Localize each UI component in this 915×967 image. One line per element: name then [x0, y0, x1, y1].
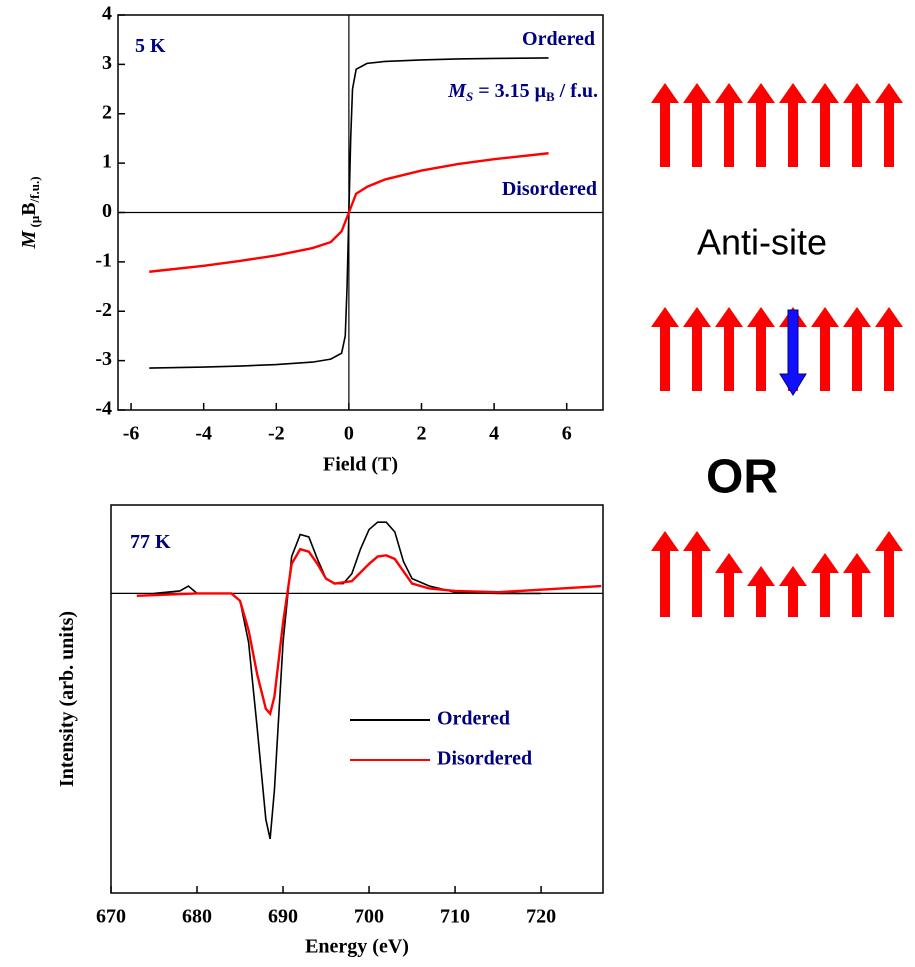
annotation: Ordered [522, 28, 595, 50]
arrow [715, 553, 743, 617]
y-tick-label: 4 [102, 3, 112, 25]
x-tick-label: 680 [182, 906, 212, 928]
text-part: B [18, 202, 40, 215]
subscript: B [546, 89, 555, 104]
data-line [153, 521, 542, 840]
annotation: 77 K [130, 531, 171, 553]
arrow [715, 83, 743, 167]
y-axis-label: Intensity (arb. units) [56, 611, 78, 787]
text-part: Intensity (arb. units) [56, 611, 78, 787]
x-tick-label: 6 [562, 423, 572, 445]
y-tick-label: -4 [95, 398, 112, 420]
subscript: /f.u.) [27, 176, 42, 203]
y-tick-label: -2 [95, 299, 112, 321]
x-tick-label: 0 [344, 423, 354, 445]
arrow [747, 83, 775, 167]
legend-label: Disordered [437, 748, 532, 770]
arrow [779, 83, 807, 167]
arrow [811, 307, 839, 391]
arrow [843, 553, 871, 617]
arrow [875, 531, 903, 617]
x-tick-label: -2 [268, 423, 285, 445]
arrow-flipped [779, 309, 807, 396]
arrow [651, 307, 679, 391]
x-tick-label: -4 [195, 423, 212, 445]
arrow [747, 566, 775, 617]
annotation: MS = 3.15 μB / f.u. [447, 80, 598, 104]
y-tick-label: 0 [102, 200, 112, 222]
annotation: 5 K [135, 35, 166, 57]
arrow [651, 83, 679, 167]
x-tick-label: 4 [489, 423, 499, 445]
x-tick-label: 720 [526, 906, 556, 928]
x-tick-label: 710 [440, 906, 470, 928]
y-tick-label: 1 [102, 151, 112, 173]
annotation: Disordered [502, 178, 597, 200]
arrow [747, 307, 775, 391]
arrow-diagram [651, 83, 903, 617]
subscript: S [466, 89, 473, 104]
data-line [149, 152, 549, 273]
arrow [875, 307, 903, 391]
data-line [136, 547, 602, 717]
chart: 670 680 690 700 710 720 Energy (eV) Intensity (… [56, 504, 604, 958]
x-tick-label: 670 [96, 906, 126, 928]
y-tick-label: -1 [95, 249, 112, 271]
arrow [683, 307, 711, 391]
arrow [875, 83, 903, 167]
legend-label: Ordered [437, 708, 510, 730]
text-part: / f.u. [555, 80, 598, 102]
arrow [843, 307, 871, 391]
arrow [843, 83, 871, 167]
arrow [683, 531, 711, 617]
arrow [651, 531, 679, 617]
y-tick-label: 3 [102, 52, 112, 74]
x-tick-label: 2 [416, 423, 426, 445]
diagram-label: Anti-site [697, 222, 827, 263]
arrow [811, 553, 839, 617]
y-tick-label: -3 [95, 348, 112, 370]
text-part: 77 K [130, 531, 171, 553]
subscript: (μ [27, 215, 42, 231]
y-axis-label: M (μB/f.u.) [18, 176, 42, 249]
arrow [715, 307, 743, 391]
x-tick-label: -6 [123, 423, 140, 445]
x-tick-label: 700 [354, 906, 384, 928]
diagram-separator: OR [706, 451, 778, 504]
x-axis-label: Field (T) [323, 454, 398, 476]
x-tick-label: 690 [268, 906, 298, 928]
text-part: Disordered [502, 178, 597, 200]
arrow [811, 83, 839, 167]
arrow [683, 83, 711, 167]
arrow [779, 566, 807, 617]
text-part: 5 K [135, 35, 166, 57]
text-part: M [447, 80, 467, 102]
text-part: Ordered [522, 28, 595, 50]
text-part: M [18, 230, 40, 250]
plot-frame [110, 504, 604, 894]
x-axis-label: Energy (eV) [305, 936, 409, 958]
text-part: = 3.15 μ [473, 80, 546, 102]
y-tick-label: 2 [102, 101, 112, 123]
